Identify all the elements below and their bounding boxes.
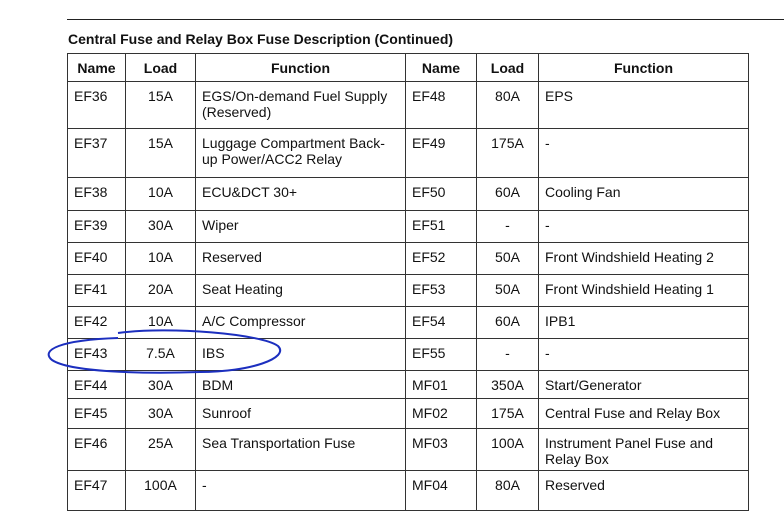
table-cell: 50A — [476, 274, 539, 307]
table-cell: EF40 — [67, 242, 126, 275]
column-header: Function — [195, 53, 406, 82]
table-cell: EF54 — [405, 306, 477, 339]
table-cell: 20A — [125, 274, 196, 307]
table-cell: EGS/On-demand Fuel Supply (Reserved) — [195, 81, 406, 129]
table-cell: EF42 — [67, 306, 126, 339]
table-cell: Sunroof — [195, 398, 406, 429]
table-cell: 15A — [125, 128, 196, 178]
table-cell: A/C Compressor — [195, 306, 406, 339]
table-cell: 10A — [125, 242, 196, 275]
table-row: EF42 10A A/C Compressor EF54 60A IPB1 — [67, 306, 749, 339]
table-row: EF37 15A Luggage Compartment Back-up Power… — [67, 128, 749, 178]
table-row: EF40 10A Reserved EF52 50A Front Windshield H… — [67, 242, 749, 275]
table-cell: 30A — [125, 370, 196, 399]
table-cell: Front Windshield Heating 2 — [538, 242, 749, 275]
table-cell: 60A — [476, 177, 539, 211]
table-cell: EF47 — [67, 470, 126, 511]
table-cell: MF02 — [405, 398, 477, 429]
table-cell: EF52 — [405, 242, 477, 275]
table-cell: MF04 — [405, 470, 477, 511]
table-cell: 25A — [125, 428, 196, 471]
table-cell: 60A — [476, 306, 539, 339]
table-cell: EF50 — [405, 177, 477, 211]
table-cell: EF38 — [67, 177, 126, 211]
fuse-table: Name Load Function Name Load Function EF36 15A… — [67, 53, 749, 511]
table-cell: 175A — [476, 398, 539, 429]
table-row: EF38 10A ECU&DCT 30+ EF50 60A Cooling Fan — [67, 177, 749, 211]
table-cell: ECU&DCT 30+ — [195, 177, 406, 211]
table-cell: EF46 — [67, 428, 126, 471]
table-cell: - — [538, 338, 749, 371]
column-header: Function — [538, 53, 749, 82]
title: Central Fuse and Relay Box Fuse Descript… — [68, 31, 454, 47]
table-cell: EF44 — [67, 370, 126, 399]
table-cell: 15A — [125, 81, 196, 129]
table-row: EF41 20A Seat Heating EF53 50A Front Windshie… — [67, 274, 749, 307]
table-cell: Reserved — [195, 242, 406, 275]
table-cell: 7.5A — [125, 338, 196, 371]
table-cell: 50A — [476, 242, 539, 275]
table-cell: EF48 — [405, 81, 477, 129]
table-cell: Front Windshield Heating 1 — [538, 274, 749, 307]
table-row: EF39 30A Wiper EF51- - — [67, 210, 749, 243]
table-cell: - — [538, 210, 749, 243]
table-cell: - — [195, 470, 406, 511]
table-cell: Wiper — [195, 210, 406, 243]
table-cell: EF45 — [67, 398, 126, 429]
table-cell: Reserved — [538, 470, 749, 511]
table-cell: EF55 — [405, 338, 477, 371]
table-cell: MF01 — [405, 370, 477, 399]
table-cell: 30A — [125, 398, 196, 429]
table-cell: 100A — [125, 470, 196, 511]
table-cell: 10A — [125, 177, 196, 211]
table-cell: EF39 — [67, 210, 126, 243]
table-cell: IBS — [195, 338, 406, 371]
table-cell: Instrument Panel Fuse and Relay Box — [538, 428, 749, 471]
table-cell: Cooling Fan — [538, 177, 749, 211]
table-cell: EF53 — [405, 274, 477, 307]
table-cell: Central Fuse and Relay Box — [538, 398, 749, 429]
table-cell: Luggage Compartment Back-up Power/ACC2 R… — [195, 128, 406, 178]
table-cell: EF36 — [67, 81, 126, 129]
table-cell: EF49 — [405, 128, 477, 178]
column-header: Name — [67, 53, 126, 82]
table-row: EF44 30A BDM MF01 350A Start/Generator — [67, 370, 749, 399]
table-row: EF36 15A EGS/On-demand Fuel Supply (Reserv… — [67, 81, 749, 129]
table-cell: EF51 — [405, 210, 477, 243]
table-cell: Sea Transportation Fuse — [195, 428, 406, 471]
table-row: EF46 25A Sea Transportation Fuse MF03 100A In… — [67, 428, 749, 471]
column-header: Load — [125, 53, 196, 82]
table-cell: 80A — [476, 470, 539, 511]
table-cell: - — [476, 210, 539, 243]
table-cell: EPS — [538, 81, 749, 129]
table-row: EF47 100A - MF04 80A Reserved — [67, 470, 749, 511]
column-header: Load — [476, 53, 539, 82]
table-cell: Seat Heating — [195, 274, 406, 307]
table-row: EF45 30A Sunroof MF02 175A Central Fuse and R… — [67, 398, 749, 429]
table-cell: EF43 — [67, 338, 126, 371]
table-cell: MF03 — [405, 428, 477, 471]
table-cell: BDM — [195, 370, 406, 399]
table-cell: 175A — [476, 128, 539, 178]
column-header: Name — [405, 53, 477, 82]
table-cell: 10A — [125, 306, 196, 339]
table-cell: 100A — [476, 428, 539, 471]
table-row: EF43 7.5A IBS EF55- - — [67, 338, 749, 371]
table-cell: 30A — [125, 210, 196, 243]
table-cell: - — [476, 338, 539, 371]
table-cell: EF37 — [67, 128, 126, 178]
rule — [67, 19, 784, 20]
table-cell: EF41 — [67, 274, 126, 307]
table-cell: Start/Generator — [538, 370, 749, 399]
header-row: Name Load Function Name Load Function — [67, 53, 749, 82]
table-cell: 350A — [476, 370, 539, 399]
table-cell: IPB1 — [538, 306, 749, 339]
table-cell: 80A — [476, 81, 539, 129]
table-cell: - — [538, 128, 749, 178]
